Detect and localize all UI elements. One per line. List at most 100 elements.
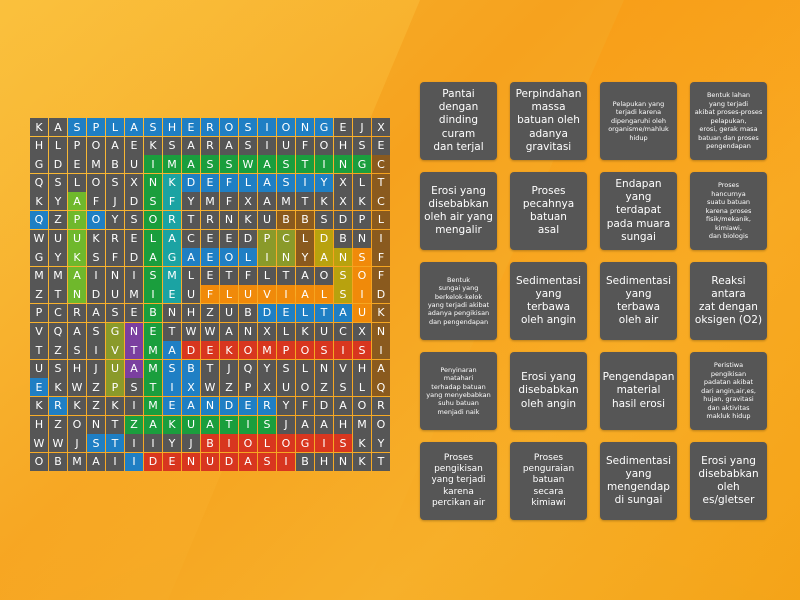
grid-cell[interactable]: A: [182, 136, 200, 155]
grid-cell[interactable]: I: [87, 341, 105, 360]
grid-cell[interactable]: U: [258, 210, 276, 229]
grid-cell[interactable]: A: [144, 415, 162, 434]
grid-cell[interactable]: R: [201, 118, 219, 136]
grid-cell[interactable]: E: [220, 229, 238, 248]
grid-cell[interactable]: U: [49, 229, 67, 248]
grid-cell[interactable]: S: [68, 341, 86, 360]
grid-cell[interactable]: J: [106, 192, 124, 211]
grid-cell[interactable]: N: [125, 322, 143, 341]
grid-cell[interactable]: D: [315, 229, 333, 248]
grid-cell[interactable]: S: [334, 434, 352, 453]
grid-cell[interactable]: D: [334, 210, 352, 229]
grid-cell[interactable]: E: [163, 285, 181, 304]
grid-cell[interactable]: L: [106, 118, 124, 136]
grid-cell[interactable]: S: [125, 378, 143, 397]
grid-cell[interactable]: A: [220, 322, 238, 341]
grid-cell[interactable]: F: [106, 248, 124, 267]
grid-cell[interactable]: I: [258, 118, 276, 136]
clue-card[interactable]: Proses hancurnya suatu batuan karena pro…: [690, 172, 767, 250]
grid-cell[interactable]: U: [220, 303, 238, 322]
grid-cell[interactable]: L: [220, 285, 238, 304]
grid-cell[interactable]: A: [296, 285, 314, 304]
grid-cell[interactable]: I: [258, 248, 276, 267]
grid-cell[interactable]: K: [163, 415, 181, 434]
grid-cell[interactable]: A: [68, 192, 86, 211]
grid-cell[interactable]: L: [353, 378, 371, 397]
grid-cell[interactable]: X: [182, 378, 200, 397]
grid-cell[interactable]: Y: [106, 210, 124, 229]
grid-cell[interactable]: N: [353, 229, 371, 248]
grid-cell[interactable]: T: [296, 155, 314, 174]
grid-cell[interactable]: X: [239, 192, 257, 211]
grid-cell[interactable]: E: [201, 229, 219, 248]
grid-cell[interactable]: E: [201, 341, 219, 360]
grid-cell[interactable]: C: [49, 303, 67, 322]
grid-cell[interactable]: A: [334, 396, 352, 415]
grid-cell[interactable]: A: [220, 136, 238, 155]
grid-cell[interactable]: B: [182, 359, 200, 378]
grid-cell[interactable]: P: [68, 136, 86, 155]
grid-cell[interactable]: A: [296, 266, 314, 285]
grid-cell[interactable]: O: [296, 341, 314, 360]
grid-cell[interactable]: S: [163, 359, 181, 378]
grid-cell[interactable]: Y: [49, 248, 67, 267]
grid-cell[interactable]: O: [277, 118, 295, 136]
grid-cell[interactable]: A: [258, 155, 276, 174]
grid-cell[interactable]: E: [334, 118, 352, 136]
grid-cell[interactable]: K: [30, 192, 48, 211]
grid-cell[interactable]: E: [125, 303, 143, 322]
grid-cell[interactable]: L: [182, 266, 200, 285]
grid-cell[interactable]: I: [258, 136, 276, 155]
grid-cell[interactable]: A: [334, 303, 352, 322]
grid-cell[interactable]: Y: [315, 173, 333, 192]
grid-cell[interactable]: E: [239, 396, 257, 415]
grid-cell[interactable]: Q: [30, 173, 48, 192]
grid-cell[interactable]: I: [277, 452, 295, 471]
grid-cell[interactable]: O: [315, 136, 333, 155]
grid-cell[interactable]: N: [315, 359, 333, 378]
grid-cell[interactable]: S: [239, 118, 257, 136]
grid-cell[interactable]: A: [182, 248, 200, 267]
grid-cell[interactable]: I: [296, 173, 314, 192]
grid-cell[interactable]: J: [353, 118, 371, 136]
grid-cell[interactable]: S: [163, 136, 181, 155]
grid-cell[interactable]: X: [372, 118, 390, 136]
grid-cell[interactable]: A: [258, 173, 276, 192]
grid-cell[interactable]: F: [220, 192, 238, 211]
grid-cell[interactable]: G: [106, 322, 124, 341]
grid-cell[interactable]: O: [353, 266, 371, 285]
clue-card[interactable]: Erosi yang disebabkan oleh angin: [510, 352, 587, 430]
grid-cell[interactable]: Y: [277, 396, 295, 415]
grid-cell[interactable]: U: [315, 322, 333, 341]
grid-cell[interactable]: D: [315, 396, 333, 415]
grid-cell[interactable]: E: [201, 248, 219, 267]
grid-cell[interactable]: B: [239, 303, 257, 322]
grid-cell[interactable]: U: [277, 136, 295, 155]
grid-cell[interactable]: P: [30, 303, 48, 322]
grid-cell[interactable]: G: [30, 155, 48, 174]
grid-cell[interactable]: J: [277, 415, 295, 434]
grid-cell[interactable]: A: [163, 341, 181, 360]
grid-cell[interactable]: U: [68, 229, 86, 248]
grid-cell[interactable]: F: [87, 192, 105, 211]
grid-cell[interactable]: U: [125, 155, 143, 174]
grid-cell[interactable]: A: [125, 359, 143, 378]
grid-cell[interactable]: H: [315, 452, 333, 471]
clue-card[interactable]: Erosi yang disebabkan oleh es/gletser: [690, 442, 767, 520]
grid-cell[interactable]: N: [334, 155, 352, 174]
grid-cell[interactable]: Y: [372, 434, 390, 453]
grid-cell[interactable]: T: [49, 285, 67, 304]
grid-cell[interactable]: G: [296, 434, 314, 453]
clue-card[interactable]: Sedimentasi yang mengendap di sungai: [600, 442, 677, 520]
grid-cell[interactable]: P: [353, 210, 371, 229]
grid-cell[interactable]: A: [49, 118, 67, 136]
grid-cell[interactable]: L: [239, 248, 257, 267]
grid-cell[interactable]: A: [87, 303, 105, 322]
grid-cell[interactable]: R: [258, 396, 276, 415]
grid-cell[interactable]: I: [106, 452, 124, 471]
grid-cell[interactable]: N: [182, 452, 200, 471]
grid-cell[interactable]: B: [49, 452, 67, 471]
grid-cell[interactable]: B: [296, 210, 314, 229]
grid-cell[interactable]: T: [220, 415, 238, 434]
grid-cell[interactable]: F: [201, 285, 219, 304]
